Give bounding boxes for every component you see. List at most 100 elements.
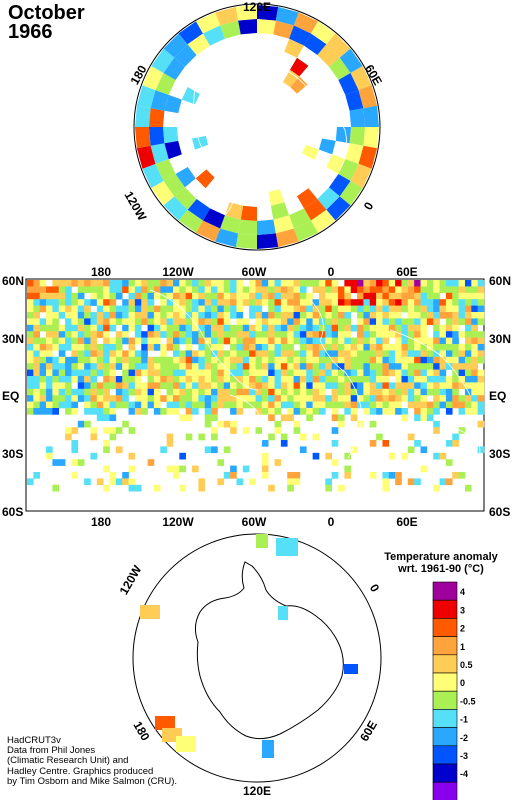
anomaly-cell (128, 305, 136, 313)
anomaly-cell (211, 286, 218, 294)
anomaly-cell (407, 324, 415, 332)
anomaly-cell (134, 286, 142, 294)
anomaly-cell (471, 312, 478, 319)
anomaly-cell (287, 286, 294, 294)
anomaly-cell (338, 324, 345, 332)
anomaly-cell (109, 382, 117, 390)
anomaly-cell (65, 395, 72, 402)
anomaly-cell (90, 452, 98, 460)
anomaly-cell (255, 305, 263, 313)
anomaly-cell (331, 299, 339, 306)
anomaly-cell (166, 299, 174, 306)
anomaly-cell (401, 344, 409, 351)
anomaly-cell (433, 484, 440, 492)
anomaly-cell (103, 299, 110, 306)
anomaly-cell (77, 420, 85, 428)
anomaly-cell (369, 369, 377, 377)
anomaly-cell (103, 427, 110, 434)
anomaly-cell (122, 382, 129, 390)
anomaly-cell (426, 388, 434, 396)
anomaly-cell (27, 337, 34, 345)
anomaly-cell (357, 324, 364, 332)
anomaly-cell (65, 324, 72, 332)
anomaly-cell (198, 382, 206, 390)
anomaly-cell (471, 292, 478, 300)
anomaly-cell (46, 286, 53, 294)
anomaly-cell (160, 318, 167, 326)
anomaly-cell (261, 369, 269, 377)
anomaly-cell (293, 420, 301, 428)
anomaly-cell (236, 337, 244, 345)
anomaly-cell (325, 344, 332, 351)
anomaly-cell (261, 286, 269, 294)
anomaly-cell (318, 299, 326, 306)
title-month: October (8, 2, 85, 24)
anomaly-cell (439, 331, 447, 338)
anomaly-cell (58, 280, 66, 287)
anomaly-cell (407, 305, 415, 313)
anomaly-cell (65, 305, 72, 313)
anomaly-cell (255, 369, 263, 377)
anomaly-cell (160, 395, 167, 402)
anomaly-cell (71, 280, 79, 287)
anomaly-cell (331, 472, 339, 479)
world-map-left-lat-labels: 60N 30N EQ 30S 60S (2, 274, 24, 519)
anomaly-cell (350, 299, 358, 306)
anomaly-cell (382, 286, 390, 294)
anomaly-cell (388, 331, 396, 338)
anomaly-cell (414, 382, 421, 390)
anomaly-cell (160, 356, 167, 364)
anomaly-cell (249, 363, 256, 370)
anomaly-cell (255, 408, 263, 415)
credit-line: Hadley Centre. Graphics produced (7, 765, 154, 777)
anomaly-cell (204, 299, 212, 306)
anomaly-cell (382, 318, 390, 326)
anomaly-cell (163, 33, 188, 58)
anomaly-cell (52, 292, 60, 300)
anomaly-cell (128, 382, 136, 390)
anomaly-cell (344, 280, 352, 287)
north-polar-projection: 120E 60E 0 120W 180 (122, 0, 385, 251)
anomaly-cell (350, 66, 372, 91)
anomaly-cell (261, 401, 269, 409)
anomaly-cell (147, 395, 155, 402)
anomaly-cell (357, 350, 364, 358)
anomaly-cell (134, 408, 142, 415)
anomaly-cell (198, 376, 206, 383)
anomaly-cell (287, 376, 294, 383)
anomaly-cell (174, 187, 197, 210)
anomaly-cell (382, 395, 390, 402)
anomaly-cell (58, 395, 66, 402)
anomaly-cell (249, 337, 256, 345)
anomaly-cell (166, 395, 174, 402)
anomaly-cell (65, 286, 72, 294)
anomaly-cell (236, 324, 244, 332)
anomaly-cell (287, 382, 294, 390)
anomaly-cell (223, 401, 231, 409)
anomaly-cell (363, 324, 371, 332)
anomaly-cell (242, 286, 250, 294)
anomaly-cell (433, 369, 440, 377)
anomaly-cell (52, 459, 60, 466)
anomaly-cell (477, 408, 485, 415)
anomaly-cell (96, 331, 104, 338)
anomaly-cell (274, 305, 282, 313)
anomaly-cell (420, 414, 428, 422)
anomaly-cell (220, 20, 241, 39)
anomaly-cell (155, 73, 176, 95)
anomaly-cell (166, 292, 174, 300)
anomaly-cell (122, 312, 129, 319)
wm-right-lat-60s: 60S (489, 505, 510, 519)
anomaly-cell (134, 356, 142, 364)
anomaly-cell (122, 299, 129, 306)
anomaly-cell (357, 395, 364, 402)
anomaly-cell (293, 408, 301, 415)
legend-swatch (432, 745, 458, 765)
anomaly-cell (65, 408, 72, 415)
anomaly-cell (458, 344, 466, 351)
anomaly-cell (363, 292, 371, 300)
anomaly-cell (426, 408, 434, 415)
anomaly-cell (255, 427, 263, 434)
anomaly-cell (426, 376, 434, 383)
